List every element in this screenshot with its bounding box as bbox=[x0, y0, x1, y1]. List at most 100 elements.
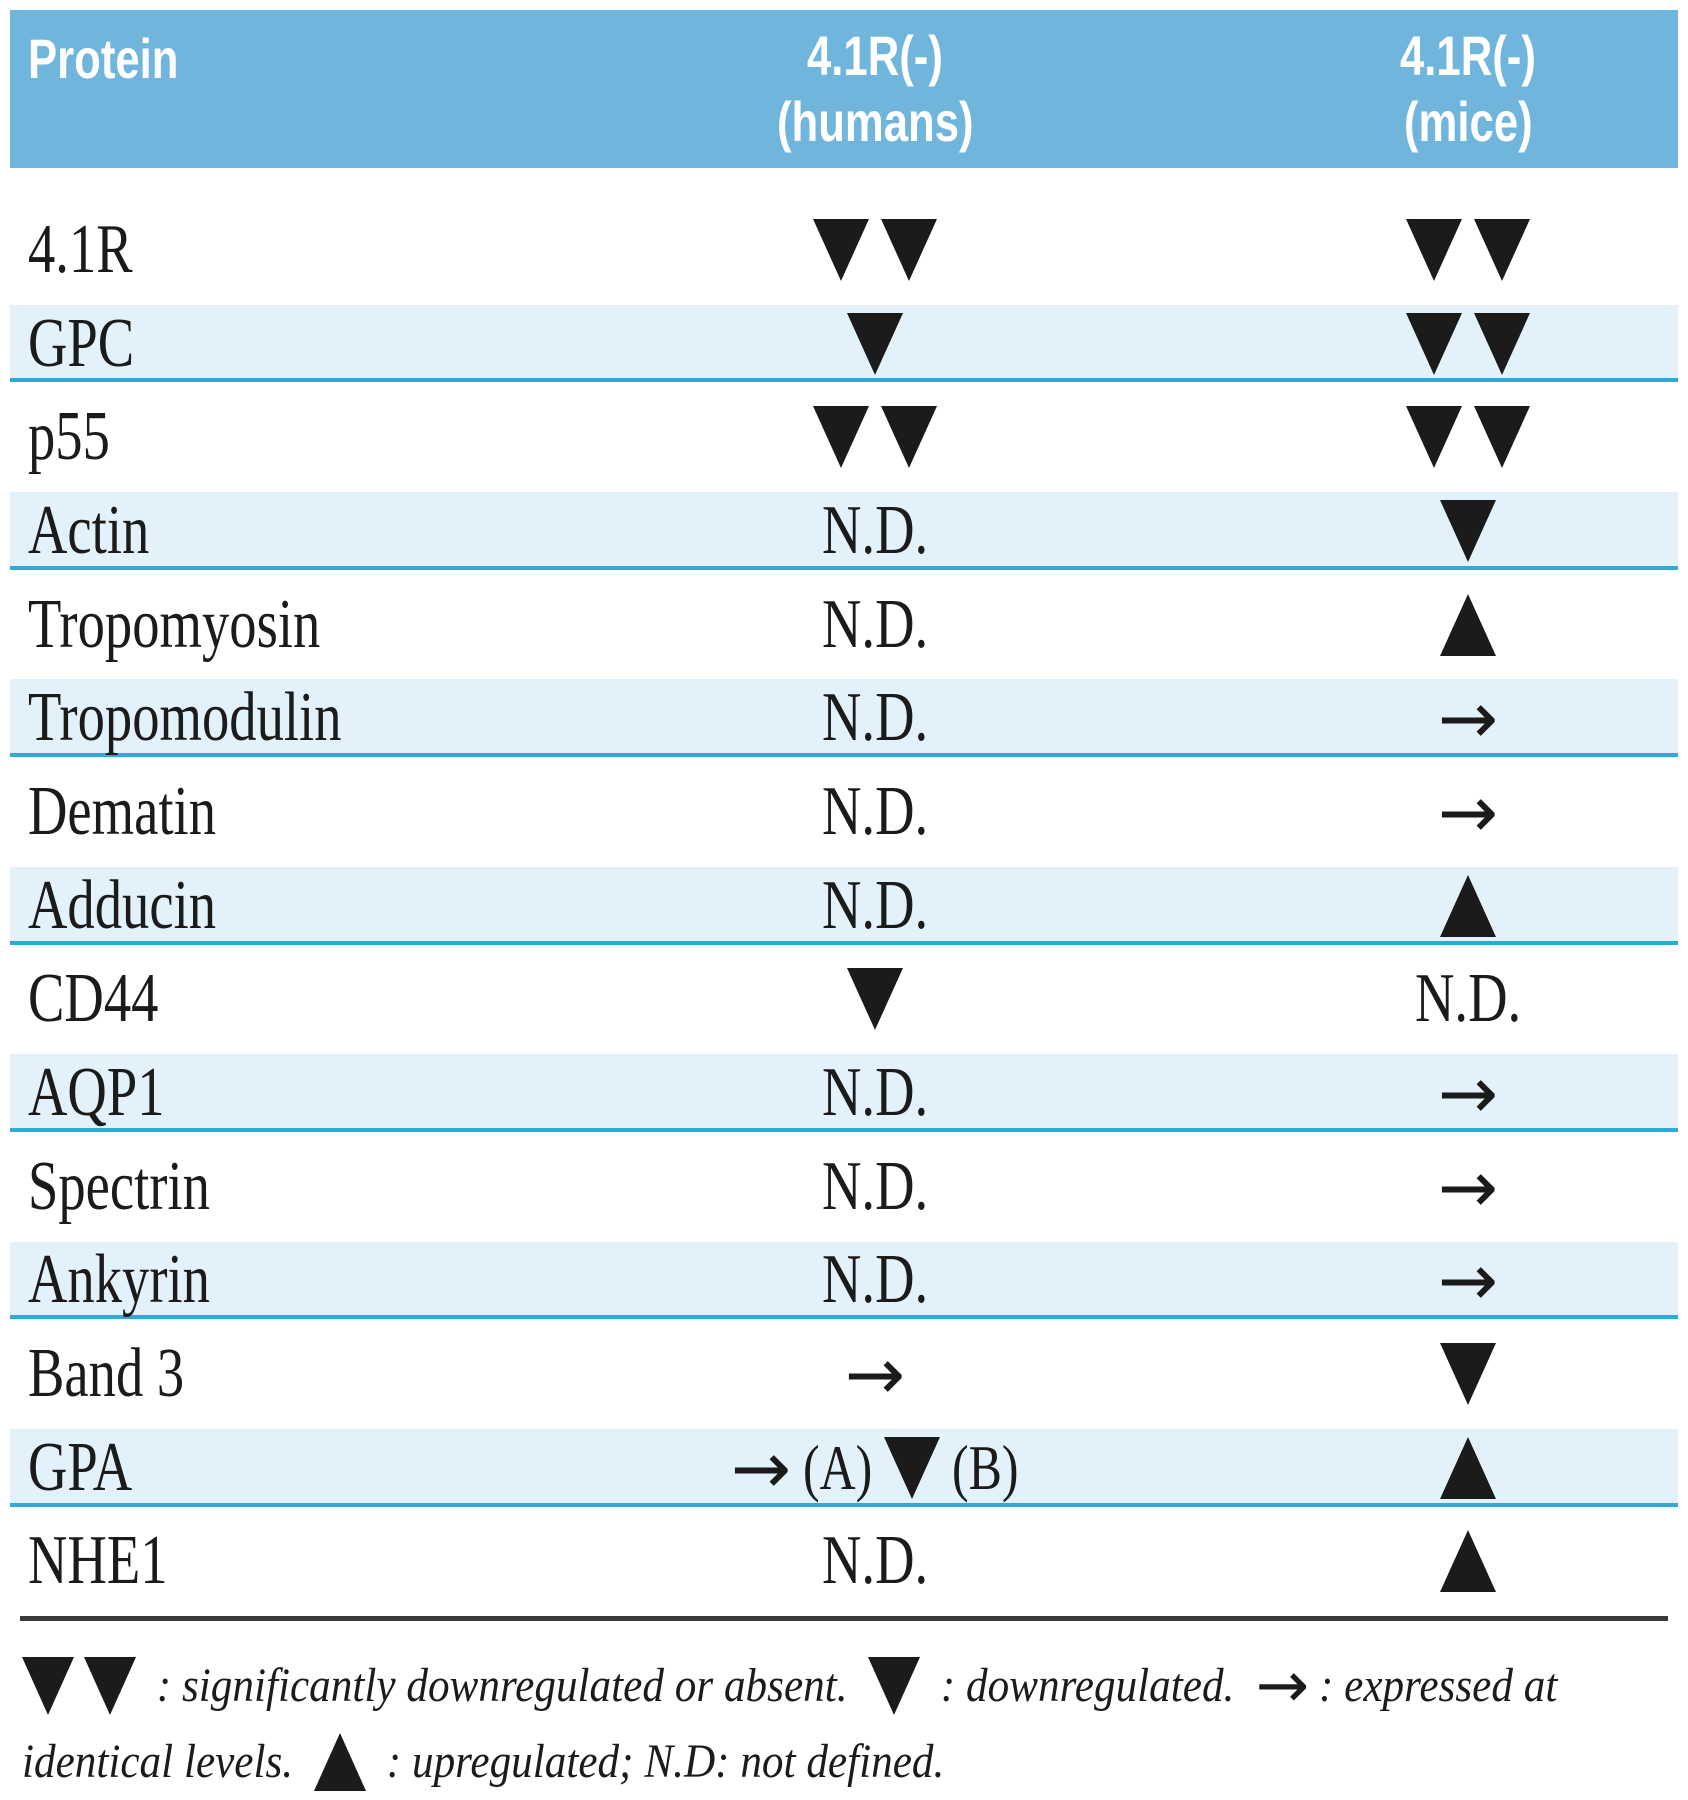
down-triangle-icon bbox=[1440, 499, 1496, 562]
mice-cell bbox=[1168, 1515, 1688, 1609]
protein-label-cell: Dematin bbox=[28, 765, 216, 859]
protein-label-cell: NHE1 bbox=[28, 1515, 168, 1609]
protein-label-cell: Tropomodulin bbox=[28, 671, 342, 765]
down-triangle-icon bbox=[1406, 406, 1462, 469]
humans-cell: N.D. bbox=[575, 765, 1175, 859]
up-triangle-icon bbox=[1440, 874, 1496, 937]
down-triangle-icon bbox=[1474, 406, 1530, 469]
mice-cell bbox=[1168, 859, 1688, 953]
mice-cell bbox=[1168, 203, 1688, 297]
arrow-icon: → bbox=[844, 1332, 906, 1417]
mice-cell: → bbox=[1168, 1234, 1688, 1328]
table-row: 4.1R bbox=[10, 203, 1678, 297]
nd-value: N.D. bbox=[821, 1241, 929, 1319]
mice-cell: N.D. bbox=[1168, 953, 1688, 1047]
table-row: GPA → (A) (B) bbox=[10, 1421, 1678, 1515]
down-triangle-icon bbox=[813, 218, 869, 281]
up-triangle-icon bbox=[1440, 1436, 1496, 1499]
down-triangle-icon bbox=[22, 1657, 74, 1715]
down-triangle-icon bbox=[813, 406, 869, 469]
column-header-humans: 4.1R(-) (humans) bbox=[575, 10, 1175, 168]
legend-text: identical levels. bbox=[22, 1735, 304, 1788]
legend-line-2: identical levels. : upregulated; N.D: no… bbox=[22, 1724, 1682, 1800]
down-triangle-icon bbox=[1474, 218, 1530, 281]
mice-cell: → bbox=[1168, 1140, 1688, 1234]
humans-cell bbox=[575, 203, 1175, 297]
humans-cell: N.D. bbox=[575, 1046, 1175, 1140]
down-triangle-icon bbox=[847, 968, 903, 1031]
mice-cell: → bbox=[1168, 765, 1688, 859]
column-header-mice-line2: (mice) bbox=[1403, 90, 1533, 153]
arrow-icon: → bbox=[1437, 1144, 1499, 1229]
table-row: Tropomodulin N.D. → bbox=[10, 671, 1678, 765]
arrow-icon: → bbox=[1437, 1051, 1499, 1136]
table-row: p55 bbox=[10, 390, 1678, 484]
table-row: GPC bbox=[10, 297, 1678, 391]
humans-cell: N.D. bbox=[575, 671, 1175, 765]
down-triangle-icon bbox=[847, 312, 903, 375]
table-body: 4.1R GPC p55 Actin N.D. Tropomyosin N.D. Tropom… bbox=[10, 203, 1678, 1608]
nd-value: N.D. bbox=[821, 491, 929, 569]
protein-label: Tropomyosin bbox=[28, 585, 321, 663]
protein-label-cell: GPC bbox=[28, 297, 134, 391]
protein-label: 4.1R bbox=[28, 210, 133, 288]
column-header-mice: 4.1R(-) (mice) bbox=[1168, 10, 1688, 168]
protein-label: Tropomodulin bbox=[28, 679, 342, 757]
humans-cell: N.D. bbox=[575, 578, 1175, 672]
protein-label: AQP1 bbox=[28, 1054, 165, 1132]
arrow-icon: → bbox=[1437, 676, 1499, 761]
table-row: Ankyrin N.D. → bbox=[10, 1234, 1678, 1328]
table-row: Band 3 → bbox=[10, 1327, 1678, 1421]
table-row: NHE1 N.D. bbox=[10, 1515, 1678, 1609]
legend-text: : upregulated; N.D: not defined. bbox=[375, 1735, 945, 1788]
table-header: Protein 4.1R(-) (humans) 4.1R(-) (mice) bbox=[10, 10, 1678, 168]
humans-cell: N.D. bbox=[575, 484, 1175, 578]
legend: : significantly downregulated or absent.… bbox=[22, 1648, 1682, 1800]
arrow-icon: → bbox=[730, 1425, 792, 1510]
protein-label-cell: Actin bbox=[28, 484, 149, 578]
column-header-humans-line2: (humans) bbox=[776, 90, 974, 153]
protein-label-cell: Band 3 bbox=[28, 1327, 184, 1421]
column-header-protein-label: Protein bbox=[28, 27, 179, 90]
mice-cell: → bbox=[1168, 671, 1688, 765]
down-triangle-icon bbox=[881, 406, 937, 469]
down-triangle-icon bbox=[1406, 312, 1462, 375]
table-row: AQP1 N.D. → bbox=[10, 1046, 1678, 1140]
table-row: Spectrin N.D. → bbox=[10, 1140, 1678, 1234]
protein-label: Spectrin bbox=[28, 1147, 210, 1225]
table-row: CD44 N.D. bbox=[10, 953, 1678, 1047]
mice-cell bbox=[1168, 484, 1688, 578]
protein-label-cell: 4.1R bbox=[28, 203, 133, 297]
humans-cell bbox=[575, 390, 1175, 484]
humans-cell: → bbox=[575, 1327, 1175, 1421]
down-triangle-icon bbox=[881, 218, 937, 281]
down-triangle-icon bbox=[884, 1436, 941, 1499]
nd-value: N.D. bbox=[821, 585, 929, 663]
protein-label: Band 3 bbox=[28, 1335, 185, 1413]
nd-value: N.D. bbox=[1414, 960, 1522, 1038]
protein-label-cell: Tropomyosin bbox=[28, 578, 320, 672]
cell-text: (A) bbox=[803, 1431, 873, 1503]
down-triangle-icon bbox=[1474, 312, 1530, 375]
table-row: Actin N.D. bbox=[10, 484, 1678, 578]
table-row: Adducin N.D. bbox=[10, 859, 1678, 953]
arrow-icon: → bbox=[1437, 1238, 1499, 1323]
legend-text: : downregulated. bbox=[930, 1659, 1246, 1712]
legend-line-1: : significantly downregulated or absent.… bbox=[22, 1648, 1682, 1724]
mice-cell bbox=[1168, 1327, 1688, 1421]
protein-label: NHE1 bbox=[28, 1522, 168, 1600]
humans-cell: → (A) (B) bbox=[575, 1421, 1175, 1515]
nd-value: N.D. bbox=[821, 1522, 929, 1600]
down-triangle-icon bbox=[84, 1657, 136, 1715]
mice-cell: → bbox=[1168, 1046, 1688, 1140]
column-header-protein: Protein bbox=[28, 26, 178, 92]
protein-label: Actin bbox=[28, 491, 150, 569]
mice-cell bbox=[1168, 578, 1688, 672]
column-header-mice-line1: 4.1R(-) bbox=[1400, 24, 1536, 87]
humans-cell bbox=[575, 297, 1175, 391]
legend-text: : expressed at bbox=[1319, 1659, 1558, 1712]
nd-value: N.D. bbox=[821, 1147, 929, 1225]
mice-cell bbox=[1168, 1421, 1688, 1515]
humans-cell: N.D. bbox=[575, 1140, 1175, 1234]
